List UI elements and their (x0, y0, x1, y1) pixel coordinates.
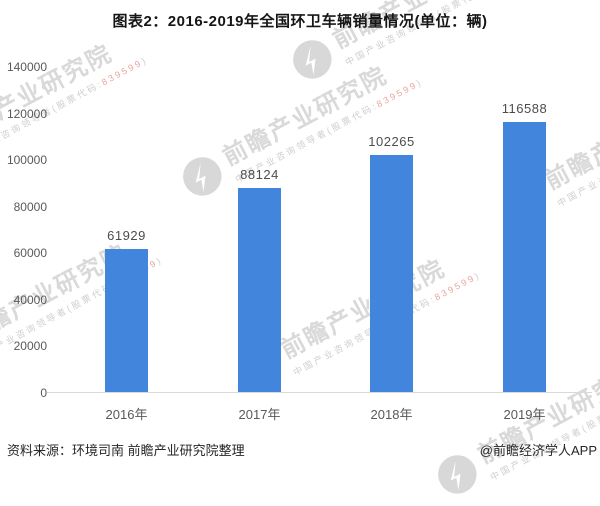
bar-2019 (503, 121, 546, 393)
bar-2017 (238, 187, 281, 393)
y-tick-120000: 120000 (6, 107, 47, 121)
credit-text: @前瞻经济学人APP (479, 443, 597, 458)
x-tick-2016: 2016年 (105, 407, 148, 422)
plot-area: 61929 88124 102265 116588 (55, 67, 592, 393)
y-tick-60000: 60000 (13, 246, 47, 260)
x-tick-2017: 2017年 (238, 407, 281, 422)
bar-2016 (105, 248, 148, 393)
bar-2018 (370, 154, 413, 393)
chart-title: 图表2：2016-2019年全国环卫车辆销量情况(单位：辆) (112, 13, 488, 30)
y-tick-80000: 80000 (13, 200, 47, 214)
x-axis-line (47, 392, 592, 393)
value-label-2018: 102265 (368, 133, 415, 149)
qianzhan-logo-icon (438, 455, 477, 494)
y-tick-40000: 40000 (13, 293, 47, 307)
data-source-text: 资料来源：环境司南 前瞻产业研究院整理 (7, 443, 245, 458)
y-tick-100000: 100000 (6, 153, 47, 167)
value-label-2016: 61929 (107, 227, 146, 243)
x-tick-2019: 2019年 (503, 407, 546, 422)
y-tick-0: 0 (40, 386, 47, 400)
chart-page: { "title": "图表2：2016-2019年全国环卫车辆销量情况(单位：… (0, 0, 600, 494)
value-label-2019: 116588 (501, 100, 548, 116)
y-tick-140000: 140000 (6, 60, 47, 74)
x-tick-2018: 2018年 (370, 407, 413, 422)
y-tick-20000: 20000 (13, 339, 47, 353)
value-label-2017: 88124 (240, 166, 279, 182)
